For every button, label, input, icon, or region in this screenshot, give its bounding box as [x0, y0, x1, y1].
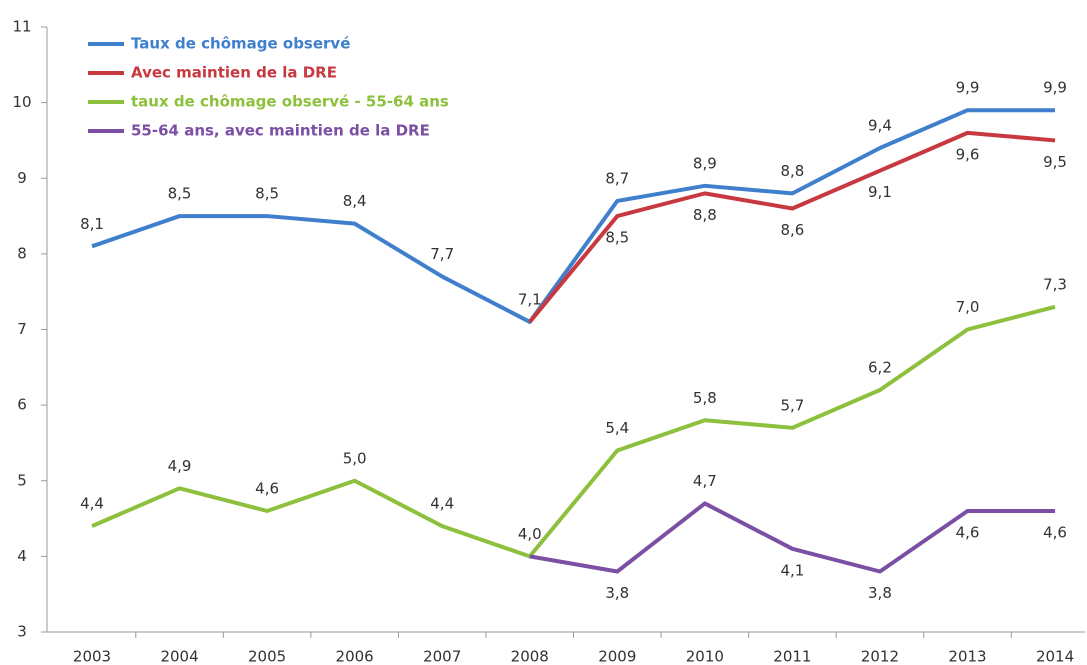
- data-label: 9,6: [956, 145, 980, 163]
- x-tick-label: 2013: [948, 648, 986, 665]
- legend-label: 55-64 ans, avec maintien de la DRE: [131, 122, 430, 140]
- data-label: 4,4: [80, 495, 104, 513]
- y-tick-label: 6: [17, 396, 27, 414]
- y-tick-label: 5: [17, 471, 27, 489]
- series-line: [528, 130, 1056, 324]
- data-label: 9,4: [868, 117, 892, 135]
- data-label: 9,1: [868, 183, 892, 201]
- x-tick-label: 2010: [686, 648, 724, 665]
- data-label: 4,1: [780, 561, 804, 579]
- data-label: 6,2: [868, 359, 892, 377]
- y-tick-label: 7: [17, 320, 27, 338]
- data-label: 8,5: [605, 229, 629, 247]
- y-tick-label: 8: [17, 244, 27, 262]
- data-label: 4,0: [518, 525, 542, 543]
- data-label: 9,5: [1043, 153, 1067, 171]
- data-label: 8,7: [605, 169, 629, 187]
- data-label: 3,8: [868, 584, 892, 602]
- legend-label: taux de chômage observé - 55-64 ans: [131, 93, 449, 111]
- series-line: [529, 501, 1056, 574]
- data-label: 5,7: [780, 396, 804, 414]
- x-tick-label: 2012: [861, 648, 899, 665]
- x-tick-label: 2011: [773, 648, 811, 665]
- x-tick-label: 2005: [248, 648, 286, 665]
- data-label: 4,4: [430, 495, 454, 513]
- data-label: 8,5: [168, 185, 192, 203]
- data-label: 8,8: [780, 162, 804, 180]
- data-label: 4,9: [168, 457, 192, 475]
- x-tick-label: 2008: [511, 648, 549, 665]
- x-tick-label: 2009: [598, 648, 636, 665]
- data-label: 3,8: [605, 584, 629, 602]
- data-label: 7,7: [430, 245, 454, 263]
- data-label: 8,8: [693, 206, 717, 224]
- legend-label: Avec maintien de la DRE: [131, 64, 337, 82]
- x-tick-label: 2007: [423, 648, 461, 665]
- y-tick-label: 10: [12, 93, 31, 111]
- data-label: 8,6: [780, 221, 804, 239]
- x-tick-label: 2006: [336, 648, 374, 665]
- data-label: 5,8: [693, 389, 717, 407]
- y-tick-label: 4: [17, 547, 27, 565]
- y-tick-label: 3: [17, 623, 27, 641]
- data-label: 4,6: [956, 524, 980, 542]
- x-tick-label: 2004: [160, 648, 198, 665]
- data-label: 4,6: [255, 480, 279, 498]
- x-tick-label: 2014: [1036, 648, 1074, 665]
- data-label: 4,7: [693, 472, 717, 490]
- data-label: 8,4: [343, 192, 367, 210]
- data-label: 7,3: [1043, 275, 1067, 293]
- y-tick-label: 11: [12, 18, 31, 36]
- data-label: 9,9: [956, 79, 980, 97]
- data-label: 4,6: [1043, 524, 1067, 542]
- data-label: 9,9: [1043, 79, 1067, 97]
- data-label: 5,0: [343, 449, 367, 467]
- data-label: 8,9: [693, 154, 717, 172]
- data-label: 7,0: [956, 298, 980, 316]
- data-label: 5,4: [605, 419, 629, 437]
- data-label: 8,5: [255, 185, 279, 203]
- legend-label: Taux de chômage observé: [131, 35, 350, 53]
- series-line: [91, 304, 1056, 559]
- series-line: [91, 108, 1056, 324]
- x-tick-label: 2003: [73, 648, 111, 665]
- data-label: 7,1: [518, 290, 542, 308]
- data-label: 8,1: [80, 215, 104, 233]
- y-tick-label: 9: [17, 169, 27, 187]
